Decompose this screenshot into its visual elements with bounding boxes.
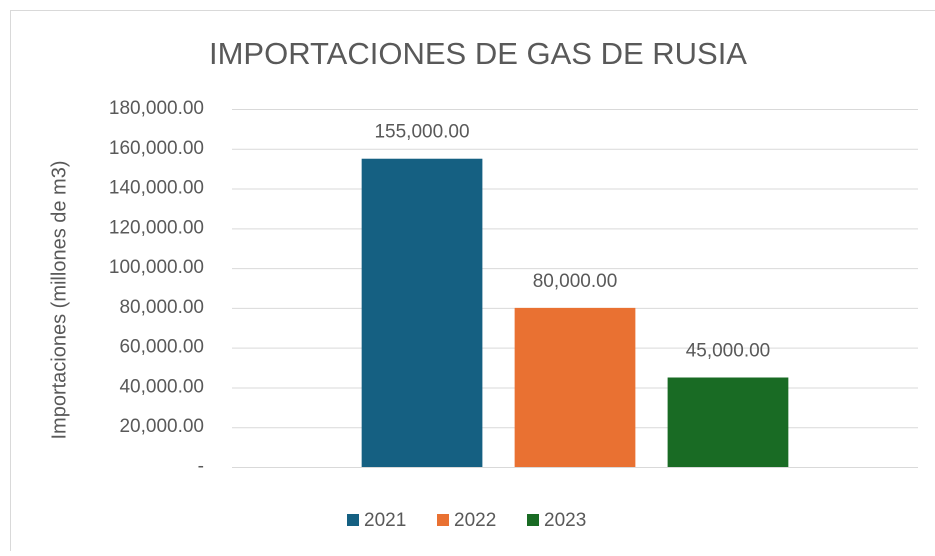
- bar: [668, 378, 789, 468]
- value-label: 45,000.00: [686, 341, 771, 362]
- y-axis-label: Importaciones (millones de m3): [48, 161, 70, 440]
- y-tick-label: 100,000.00: [109, 257, 204, 278]
- y-tick-label: 20,000.00: [119, 416, 204, 437]
- y-tick-label: 60,000.00: [119, 337, 204, 358]
- y-tick-label: 140,000.00: [109, 178, 204, 199]
- bar: [362, 159, 483, 467]
- legend-swatch: [527, 514, 539, 526]
- chart-title: IMPORTACIONES DE GAS DE RUSIA: [209, 36, 747, 71]
- value-label: 80,000.00: [533, 271, 618, 292]
- bar: [515, 308, 636, 467]
- legend-label: 2023: [544, 510, 586, 531]
- y-tick-label: 40,000.00: [119, 376, 204, 397]
- y-tick-label: 180,000.00: [109, 98, 204, 119]
- y-tick-label: 120,000.00: [109, 217, 204, 238]
- legend-label: 2022: [454, 510, 496, 531]
- value-label: 155,000.00: [374, 122, 469, 143]
- legend-swatch: [437, 514, 449, 526]
- y-tick-label: -: [198, 456, 204, 477]
- y-tick-label: 160,000.00: [109, 138, 204, 159]
- legend-label: 2021: [364, 510, 406, 531]
- y-tick-label: 80,000.00: [119, 297, 204, 318]
- legend-swatch: [347, 514, 359, 526]
